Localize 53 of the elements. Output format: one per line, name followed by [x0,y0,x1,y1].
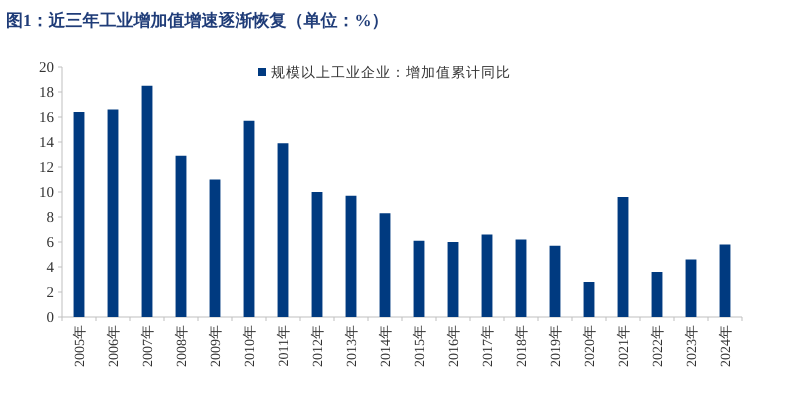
legend-label: 规模以上工业企业：增加值累计同比 [271,65,511,81]
y-tick-label: 10 [39,185,54,201]
bar [312,192,322,317]
bar [142,86,152,317]
x-tick-label: 2020年 [582,325,598,367]
bar [584,282,594,317]
x-tick-label: 2014年 [378,325,394,367]
x-tick-label: 2016年 [446,325,462,367]
y-tick-label: 12 [39,160,54,176]
x-tick-label: 2009年 [208,325,224,367]
x-tick-label: 2021年 [616,325,632,367]
x-tick-label: 2010年 [242,325,258,367]
x-tick-label: 2022年 [650,325,666,367]
y-tick-label: 4 [46,260,54,276]
x-tick-label: 2015年 [412,325,428,367]
y-tick-label: 0 [46,310,54,326]
bar [346,196,356,317]
y-tick-label: 14 [39,135,54,151]
y-tick-label: 6 [46,235,54,251]
bar [210,180,220,317]
x-tick-label: 2005年 [72,325,88,367]
bar [380,213,390,317]
x-tick-label: 2006年 [106,325,122,367]
x-tick-label: 2012年 [310,325,326,367]
bar [720,244,730,317]
bar [550,246,560,317]
bar [448,242,458,317]
y-tick-label: 8 [46,210,54,226]
bar [176,156,186,317]
x-tick-label: 2023年 [684,325,700,367]
bar [414,240,424,317]
y-tick-label: 2 [46,285,54,301]
bar [278,143,288,317]
bar [244,120,254,317]
x-tick-label: 2017年 [480,325,496,367]
x-tick-label: 2011年 [276,325,292,366]
y-tick-label: 18 [39,85,54,101]
bar [516,240,526,317]
bar [652,272,662,317]
x-tick-label: 2024年 [718,325,734,367]
chart-title: 图1：近三年工业增加值增速逐渐恢复（单位：%） [6,11,388,30]
x-tick-label: 2019年 [548,325,564,367]
bar [108,110,118,317]
bar [686,260,696,317]
y-tick-label: 20 [39,60,54,76]
bar [74,112,84,317]
bar [482,234,492,317]
x-tick-label: 2013年 [344,325,360,367]
y-tick-label: 16 [39,110,54,126]
x-tick-label: 2018年 [514,325,530,367]
x-tick-label: 2007年 [140,325,156,367]
bar [618,197,628,317]
x-tick-label: 2008年 [174,325,190,367]
